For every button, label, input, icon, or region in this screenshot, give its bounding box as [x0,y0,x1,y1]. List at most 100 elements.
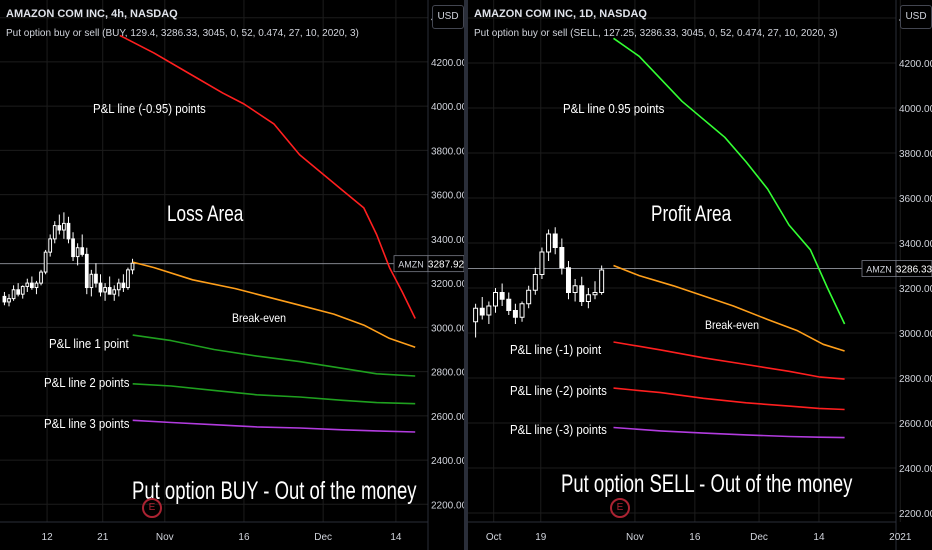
x-tick-label: 16 [238,532,250,543]
x-tick-label: 12 [42,532,54,543]
x-tick-label: Nov [156,532,174,543]
candle [486,301,492,324]
candle [539,247,545,279]
price-tag-value: 3287.92 [428,260,464,271]
y-tick-label: 2800.00 [899,374,932,385]
candle [34,280,39,295]
chart-panel-right[interactable]: 2200.00 2400.00 2600.00 2800.00 3000.00 3200.… [468,0,932,550]
price-tag: AMZN 3287.92 [393,255,464,273]
candle [43,249,48,275]
earnings-event-icon[interactable]: E [609,498,630,518]
candle [552,227,558,255]
series-line [132,419,416,433]
x-tick-label: 14 [390,532,402,543]
y-tick-label: 2600.00 [431,412,464,423]
series-line [613,37,846,325]
candle [52,221,57,244]
y-tick-label: 3400.00 [899,239,932,250]
y-tick-label: 3000.00 [899,329,932,340]
candle [599,265,605,295]
series-line [613,426,845,439]
chart-annotation: P&L line (-3) points [509,421,607,437]
panel-separator[interactable] [464,0,468,550]
candle [512,303,518,324]
candle [473,303,479,338]
candle [25,278,30,292]
candle [16,283,21,297]
candle [107,276,112,295]
candle [80,234,85,257]
y-tick-label: 2200.00 [899,509,932,520]
series-line [613,341,845,380]
candle [126,267,130,290]
x-tick-label: 19 [535,532,547,543]
candle [592,281,598,300]
y-tick-label: 4200.00 [899,59,932,70]
chart-title: AMAZON COM INC, 1D, NASDAQ [474,8,647,20]
candle [585,288,591,309]
y-tick-label: 3000.00 [431,323,464,334]
candle [572,279,578,302]
candle [39,269,43,286]
chart-annotation: Break-even [704,317,759,332]
y-tick-label: 3600.00 [899,194,932,205]
chart-annotation: Put option BUY - Out of the money [132,477,417,506]
y-tick-label: 3800.00 [899,149,932,160]
candle [499,283,505,306]
candle [579,276,585,306]
candle [11,285,16,301]
candle [519,301,525,322]
candle [98,274,103,297]
chart-annotation: P&L line (-2) points [509,382,607,398]
currency-button[interactable]: USD [900,5,932,29]
series-line [132,261,416,349]
candle [559,238,565,275]
candle [57,214,62,235]
currency-button[interactable]: USD [432,5,464,29]
y-tick-label: 4200.00 [431,58,464,69]
series-line [119,34,416,319]
y-tick-label: 3200.00 [431,279,464,290]
candle [526,285,532,309]
y-tick-label: 3600.00 [431,191,464,202]
candle [506,292,512,315]
y-tick-label: 2200.00 [431,500,464,511]
candle [84,247,89,295]
candle [71,232,75,261]
y-tick-label: 3200.00 [899,284,932,295]
x-tick-label: Dec [750,532,768,543]
candle [7,294,11,307]
x-tick-label: Oct [486,532,502,543]
candle [112,285,117,301]
candle [121,274,126,292]
x-tick-label: Dec [314,532,332,543]
candle [479,297,485,320]
chart-annotation: P&L line (-1) point [509,342,601,358]
candle [48,234,53,257]
chart-svg: 2200.00 2400.00 2600.00 2800.00 3000.00 3200.… [468,0,932,550]
y-tick-label: 2800.00 [431,368,464,379]
candle [116,278,121,297]
series-line [613,264,845,352]
y-tick-label: 2400.00 [899,464,932,475]
y-tick-label: 3800.00 [431,146,464,157]
x-tick-label: 14 [813,532,825,543]
y-tick-label: 4000.00 [899,104,932,115]
earnings-event-icon[interactable]: E [141,498,162,518]
candle [103,283,107,301]
candle [89,269,94,297]
chart-svg: 2200.00 2400.00 2600.00 2800.00 3000.00 3200.… [0,0,464,550]
chart-panel-left[interactable]: 2200.00 2400.00 2600.00 2800.00 3000.00 3200.… [0,0,464,550]
chart-annotation: Profit Area [651,200,732,226]
price-tag: AMZN 3286.33 [861,260,932,277]
candle [532,267,538,295]
price-tag-symbol: AMZN [398,260,424,270]
chart-title: AMAZON COM INC, 4h, NASDAQ [6,8,178,20]
chart-annotation: P&L line 0.95 points [563,100,665,116]
x-tick-label: 2021 [889,532,912,543]
chart-annotation: P&L line 2 points [44,375,130,391]
y-tick-label: 2600.00 [899,419,932,430]
candle [130,258,135,275]
candle [493,288,498,313]
chart-annotation: Break-even [232,310,287,325]
